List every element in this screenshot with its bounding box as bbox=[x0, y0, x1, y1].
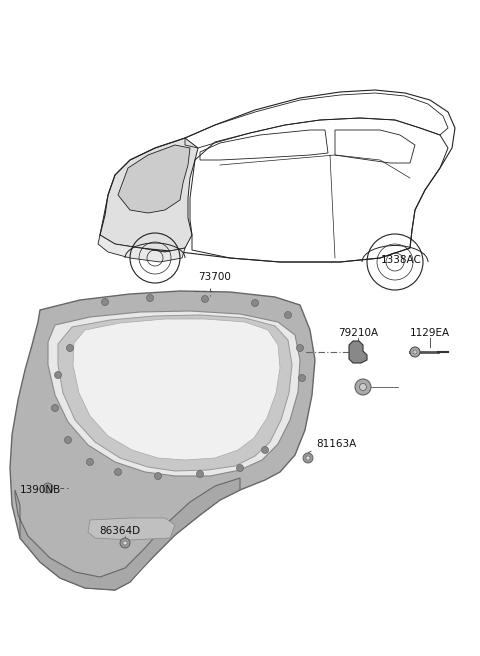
Circle shape bbox=[303, 453, 313, 463]
Circle shape bbox=[115, 468, 121, 476]
Text: 79210A: 79210A bbox=[338, 328, 378, 338]
Polygon shape bbox=[88, 518, 175, 540]
Polygon shape bbox=[58, 315, 292, 471]
Circle shape bbox=[120, 538, 130, 548]
Text: 81163A: 81163A bbox=[316, 439, 356, 449]
Circle shape bbox=[64, 436, 72, 443]
Circle shape bbox=[410, 347, 420, 357]
Text: 1338AC: 1338AC bbox=[381, 255, 422, 265]
Circle shape bbox=[262, 447, 268, 453]
Circle shape bbox=[355, 379, 371, 395]
Circle shape bbox=[299, 375, 305, 382]
Circle shape bbox=[101, 298, 108, 306]
Circle shape bbox=[43, 483, 53, 493]
Polygon shape bbox=[98, 235, 185, 262]
Circle shape bbox=[51, 405, 59, 411]
Circle shape bbox=[146, 295, 154, 302]
Polygon shape bbox=[100, 138, 198, 252]
Circle shape bbox=[237, 464, 243, 472]
Circle shape bbox=[413, 350, 417, 354]
Circle shape bbox=[285, 312, 291, 319]
Circle shape bbox=[155, 472, 161, 480]
Polygon shape bbox=[10, 291, 315, 590]
Text: 86364D: 86364D bbox=[99, 526, 141, 536]
Circle shape bbox=[196, 470, 204, 478]
Text: 1129EA: 1129EA bbox=[410, 328, 450, 338]
Polygon shape bbox=[349, 341, 367, 363]
Polygon shape bbox=[118, 145, 190, 213]
Circle shape bbox=[55, 371, 61, 379]
Text: 1390NB: 1390NB bbox=[20, 485, 61, 495]
Circle shape bbox=[252, 300, 259, 306]
Circle shape bbox=[202, 295, 208, 302]
Circle shape bbox=[67, 344, 73, 352]
Circle shape bbox=[306, 456, 310, 460]
Circle shape bbox=[360, 384, 367, 390]
Circle shape bbox=[297, 344, 303, 352]
Text: 73700: 73700 bbox=[199, 272, 231, 282]
Polygon shape bbox=[48, 311, 300, 476]
Circle shape bbox=[123, 541, 127, 545]
Polygon shape bbox=[15, 478, 240, 590]
Polygon shape bbox=[73, 319, 280, 460]
Circle shape bbox=[86, 459, 94, 466]
